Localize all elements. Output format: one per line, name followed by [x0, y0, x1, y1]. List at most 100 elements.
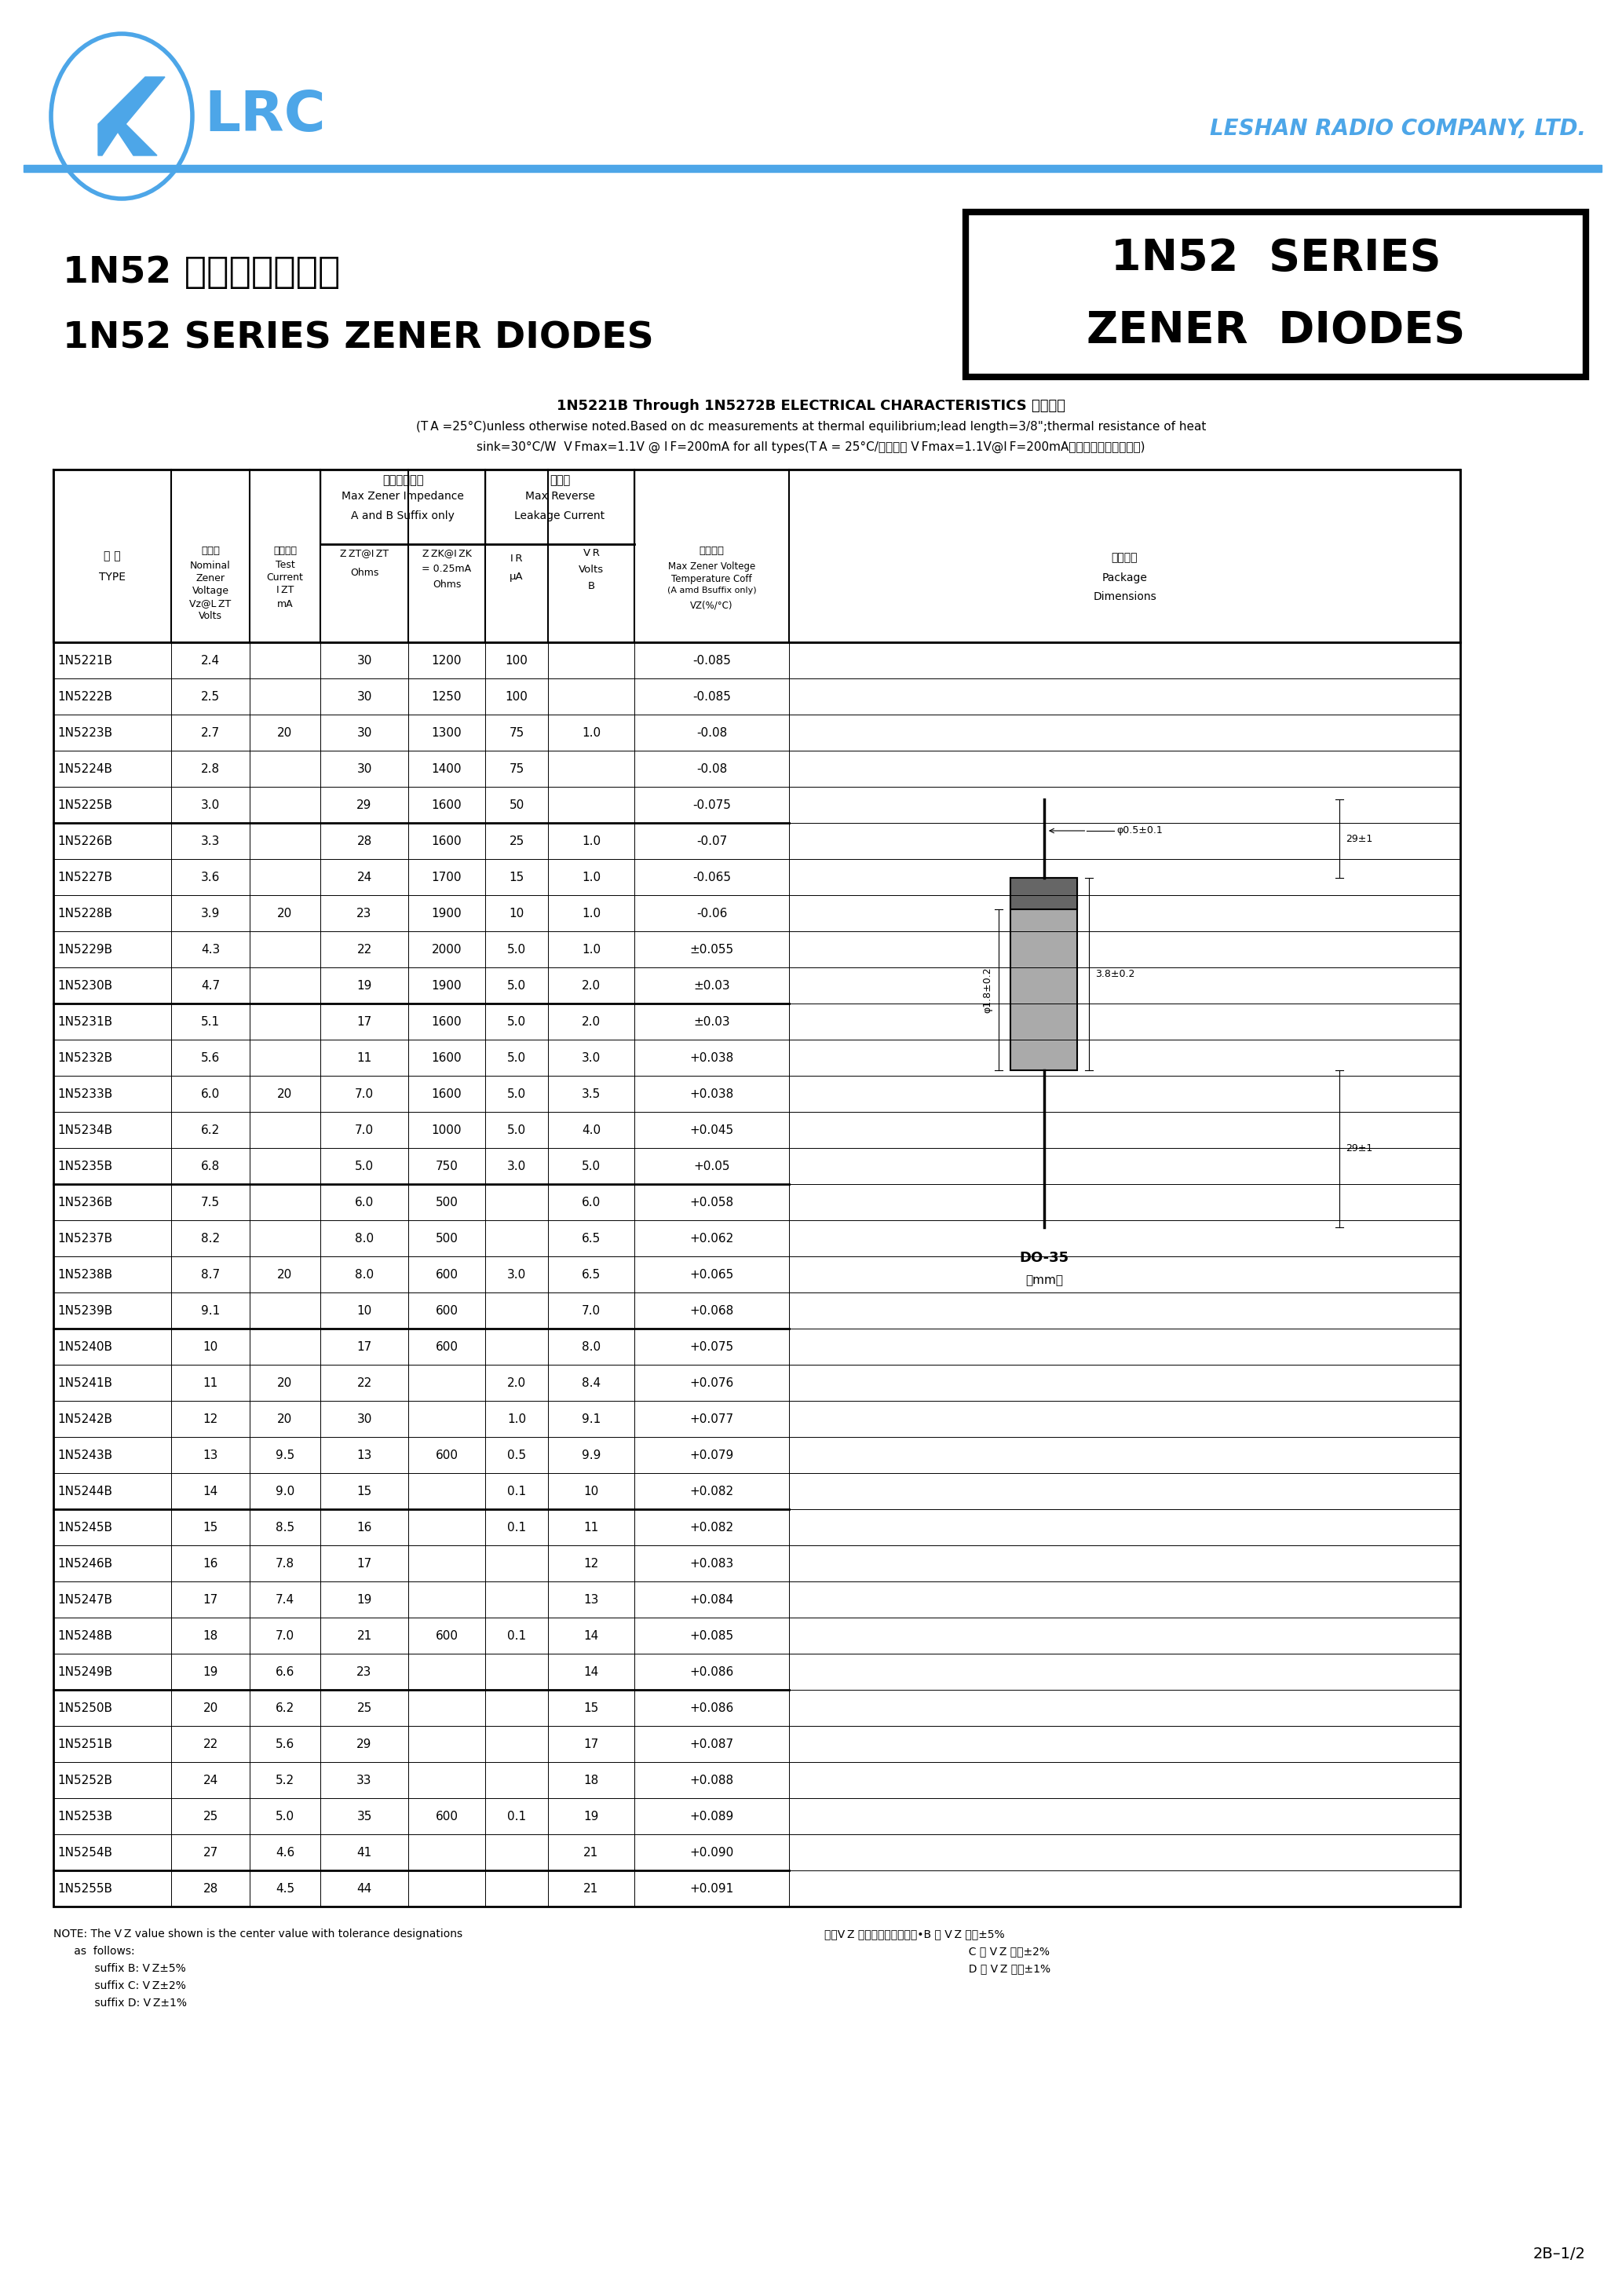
Text: +0.089: +0.089	[689, 1809, 733, 1823]
Text: 13: 13	[357, 1449, 371, 1460]
Text: Z ZT@I ZT: Z ZT@I ZT	[341, 549, 389, 558]
Text: 500: 500	[435, 1233, 457, 1244]
Text: -0.085: -0.085	[693, 691, 732, 703]
Text: 33: 33	[357, 1775, 371, 1786]
Text: φ1.8±0.2: φ1.8±0.2	[983, 967, 993, 1013]
Text: 600: 600	[435, 1304, 457, 1316]
Text: Zener: Zener	[196, 574, 225, 583]
Text: TYPE: TYPE	[99, 572, 125, 583]
Text: 29: 29	[357, 1738, 371, 1750]
Text: 9.9: 9.9	[582, 1449, 600, 1460]
Text: 3.0: 3.0	[201, 799, 221, 810]
Text: 12: 12	[203, 1412, 217, 1426]
Text: 2B–1/2: 2B–1/2	[1533, 2245, 1586, 2262]
Text: 1.0: 1.0	[508, 1412, 526, 1426]
Text: 21: 21	[584, 1846, 599, 1857]
Text: 6.8: 6.8	[201, 1159, 221, 1171]
Text: 19: 19	[357, 980, 371, 992]
Text: 21: 21	[357, 1630, 371, 1642]
Bar	[485, 471, 634, 544]
Bar	[54, 1798, 1460, 1835]
Text: 14: 14	[584, 1667, 599, 1678]
Text: 5.1: 5.1	[201, 1015, 221, 1029]
Text: 1400: 1400	[431, 762, 462, 774]
Text: 1.0: 1.0	[582, 944, 600, 955]
Bar	[54, 1256, 1460, 1293]
Text: suffix B: V Z±5%: suffix B: V Z±5%	[54, 1963, 187, 1975]
Text: +0.065: +0.065	[689, 1267, 733, 1281]
Text: +0.062: +0.062	[689, 1233, 733, 1244]
Text: 7.0: 7.0	[355, 1125, 373, 1137]
Text: 0.1: 0.1	[508, 1486, 526, 1497]
Bar	[54, 788, 1460, 822]
Text: +0.085: +0.085	[689, 1630, 733, 1642]
Text: 1N5228B: 1N5228B	[57, 907, 112, 918]
Text: 1600: 1600	[431, 836, 462, 847]
Text: 15: 15	[509, 870, 524, 884]
Text: 1N5252B: 1N5252B	[57, 1775, 112, 1786]
Text: 2.0: 2.0	[508, 1378, 526, 1389]
Text: 1N52 系列稳压二极管: 1N52 系列稳压二极管	[63, 255, 341, 292]
Text: 0.1: 0.1	[508, 1809, 526, 1823]
Text: 20: 20	[277, 907, 292, 918]
Text: 0.5: 0.5	[508, 1449, 526, 1460]
Text: 7.0: 7.0	[355, 1088, 373, 1100]
Text: 4.6: 4.6	[276, 1846, 295, 1857]
Text: ±0.03: ±0.03	[693, 980, 730, 992]
Bar	[54, 1185, 1460, 1219]
Text: 1N5242B: 1N5242B	[57, 1412, 112, 1426]
Text: Ohms: Ohms	[433, 579, 461, 590]
Text: 1N52 SERIES ZENER DIODES: 1N52 SERIES ZENER DIODES	[63, 321, 654, 356]
Text: 3.5: 3.5	[582, 1088, 600, 1100]
Text: 6.5: 6.5	[582, 1233, 600, 1244]
Text: mA: mA	[277, 599, 294, 608]
Bar	[54, 1619, 1460, 1653]
Text: 1N5248B: 1N5248B	[57, 1630, 112, 1642]
Text: 13: 13	[584, 1593, 599, 1605]
Text: 5.6: 5.6	[276, 1738, 295, 1750]
Text: 8.5: 8.5	[276, 1522, 295, 1534]
Bar	[54, 1003, 1460, 1040]
Text: +0.091: +0.091	[689, 1883, 733, 1894]
Text: 6.0: 6.0	[355, 1196, 373, 1208]
Text: 稳压值: 稳压值	[201, 546, 221, 556]
Text: 3.0: 3.0	[508, 1267, 526, 1281]
Text: Current: Current	[266, 572, 303, 583]
Text: 1N5239B: 1N5239B	[57, 1304, 112, 1316]
Bar	[54, 967, 1460, 1003]
Text: B: B	[587, 581, 595, 592]
Text: 17: 17	[203, 1593, 217, 1605]
Text: 750: 750	[435, 1159, 457, 1171]
Text: 30: 30	[357, 762, 371, 774]
Text: 17: 17	[357, 1557, 371, 1568]
Text: Volts: Volts	[579, 565, 603, 574]
Text: 6.6: 6.6	[276, 1667, 295, 1678]
Text: sink=30°C/W  V Fmax=1.1V @ I F=200mA for all types(T A = 25°C/所有型号 V Fmax=1.1V@I: sink=30°C/W V Fmax=1.1V @ I F=200mA for …	[477, 441, 1145, 452]
Text: 5.2: 5.2	[276, 1775, 295, 1786]
Text: 4.7: 4.7	[201, 980, 221, 992]
Text: 20: 20	[277, 1088, 292, 1100]
Text: 1.0: 1.0	[582, 870, 600, 884]
Text: 18: 18	[584, 1775, 599, 1786]
Text: 3.0: 3.0	[508, 1159, 526, 1171]
Text: 600: 600	[435, 1630, 457, 1642]
Text: （mm）: （mm）	[1025, 1274, 1062, 1286]
Text: 3.0: 3.0	[582, 1052, 600, 1063]
Text: μA: μA	[509, 572, 524, 581]
Bar	[54, 471, 1460, 1906]
Text: 4.5: 4.5	[276, 1883, 295, 1894]
Text: +0.038: +0.038	[689, 1088, 733, 1100]
Text: 5.0: 5.0	[508, 944, 526, 955]
Text: 21: 21	[584, 1883, 599, 1894]
Text: 15: 15	[357, 1486, 371, 1497]
Bar	[54, 1474, 1460, 1508]
Text: 30: 30	[357, 1412, 371, 1426]
Text: Nominal: Nominal	[190, 560, 230, 572]
Text: 11: 11	[584, 1522, 599, 1534]
Text: 9.5: 9.5	[276, 1449, 295, 1460]
Text: 5.0: 5.0	[276, 1809, 295, 1823]
Text: 1N5245B: 1N5245B	[57, 1522, 112, 1534]
Text: 7.0: 7.0	[582, 1304, 600, 1316]
Text: 17: 17	[357, 1015, 371, 1029]
Text: 型 号: 型 号	[104, 551, 120, 563]
